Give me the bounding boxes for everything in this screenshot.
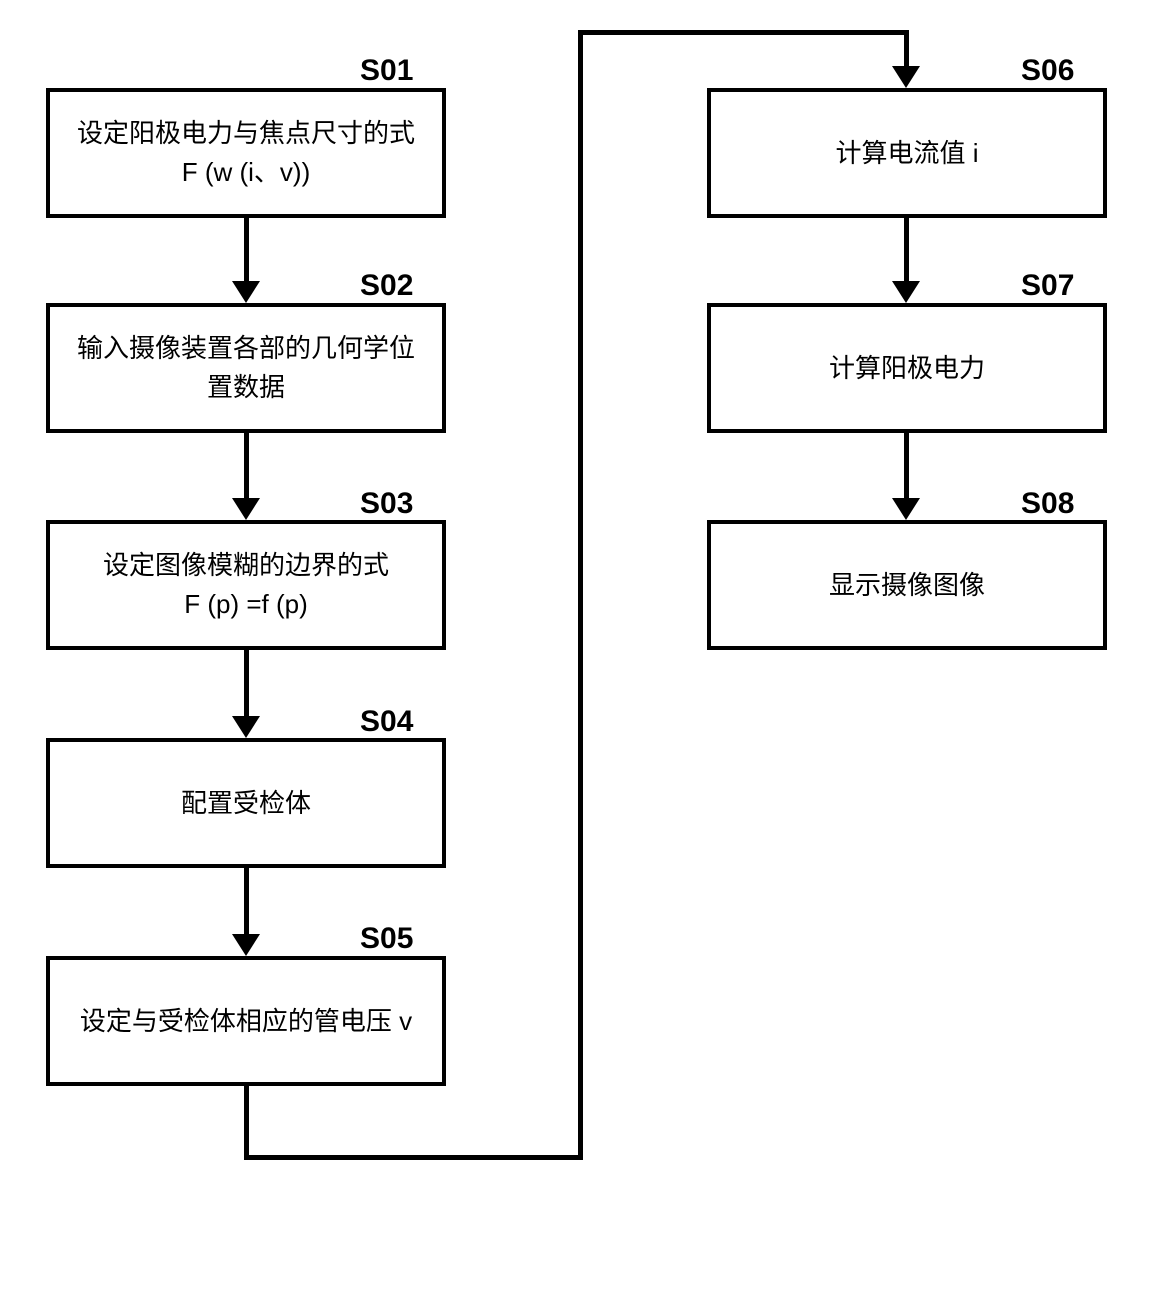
flowchart-label-s08: S08	[1021, 487, 1074, 521]
flowchart-node-s02: 输入摄像装置各部的几何学位置数据	[46, 303, 446, 433]
flowchart-arrow-head	[232, 281, 260, 303]
flowchart-label-s04: S04	[360, 705, 413, 739]
flowchart-edge-segment	[244, 1155, 583, 1160]
flowchart-arrow-head	[892, 66, 920, 88]
node-text-line1: 输入摄像装置各部的几何学位	[77, 329, 415, 368]
flowchart-label-s07: S07	[1021, 269, 1074, 303]
flowchart-label-s06: S06	[1021, 54, 1074, 88]
flowchart-edge-segment	[244, 650, 249, 716]
flowchart-node-s07: 计算阳极电力	[707, 303, 1107, 433]
flowchart-arrow-head	[892, 281, 920, 303]
node-text-line2: F (p) =f (p)	[184, 585, 308, 624]
flowchart-edge-segment	[578, 30, 583, 1160]
node-text-line1: 显示摄像图像	[829, 566, 985, 605]
node-text-line1: 计算电流值 i	[835, 134, 978, 173]
flowchart-node-s06: 计算电流值 i	[707, 88, 1107, 218]
node-text-line2: F (w (i、v))	[182, 153, 311, 192]
flowchart-arrow-head	[892, 498, 920, 520]
node-text-line1: 设定与受检体相应的管电压 v	[80, 1002, 412, 1041]
flowchart-edge-segment	[904, 218, 909, 281]
flowchart-label-s03: S03	[360, 487, 413, 521]
node-text-line1: 设定阳极电力与焦点尺寸的式	[77, 114, 415, 153]
node-text-line1: 配置受检体	[181, 784, 311, 823]
flowchart-node-s05: 设定与受检体相应的管电压 v	[46, 956, 446, 1086]
flowchart-edge-segment	[578, 30, 909, 35]
flowchart-label-s02: S02	[360, 269, 413, 303]
flowchart-arrow-head	[232, 934, 260, 956]
flowchart-edge-segment	[244, 868, 249, 934]
node-text-line2: 置数据	[207, 368, 285, 407]
flowchart-arrow-head	[232, 716, 260, 738]
flowchart-edge-segment	[244, 218, 249, 281]
flowchart-node-s03: 设定图像模糊的边界的式F (p) =f (p)	[46, 520, 446, 650]
flowchart-node-s04: 配置受检体	[46, 738, 446, 868]
node-text-line1: 计算阳极电力	[829, 349, 985, 388]
flowchart-edge-segment	[904, 30, 909, 66]
flowchart-edge-segment	[244, 433, 249, 498]
flowchart-edge-segment	[244, 1086, 249, 1160]
flowchart-node-s08: 显示摄像图像	[707, 520, 1107, 650]
flowchart-arrow-head	[232, 498, 260, 520]
flowchart-label-s05: S05	[360, 922, 413, 956]
node-text-line1: 设定图像模糊的边界的式	[103, 546, 389, 585]
flowchart-edge-segment	[904, 433, 909, 498]
flowchart-label-s01: S01	[360, 54, 413, 88]
flowchart-node-s01: 设定阳极电力与焦点尺寸的式F (w (i、v))	[46, 88, 446, 218]
